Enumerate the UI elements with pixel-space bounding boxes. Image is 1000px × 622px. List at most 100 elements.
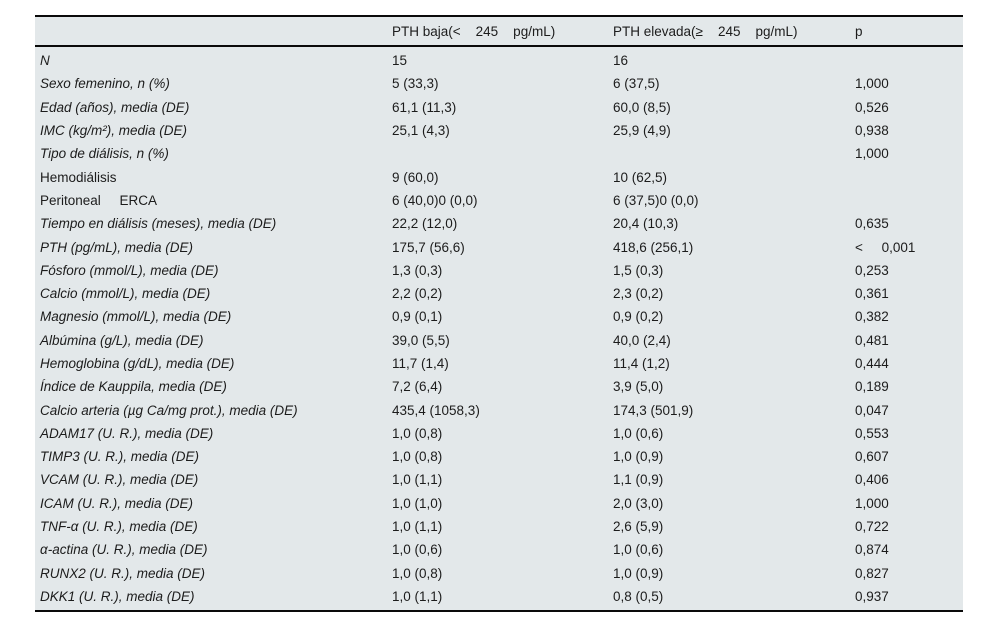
value-pth-elevada: 40,0 (2,4) (613, 332, 671, 348)
value-pth-elevada: 2,3 (0,2) (613, 286, 664, 302)
value-pth-elevada: 6 (37,5)0 (0,0) (613, 192, 699, 208)
table-row: TIMP3 (U. R.), media (DE) 1,0 (0,8) 1,0 (0… (35, 445, 963, 468)
value-pth-elevada: 25,9 (4,9) (613, 123, 671, 139)
table-row: Índice de Kauppila, media (DE) 7,2 (6,4) 3… (35, 375, 963, 398)
value-pth-baja: 61,1 (11,3) (392, 99, 457, 115)
value-pth-baja: 6 (40,0)0 (0,0) (392, 192, 478, 208)
row-label: ADAM17 (U. R.), media (DE) (40, 425, 214, 441)
row-label: Albúmina (g/L), media (DE) (40, 332, 204, 348)
value-p: 0,874 (855, 542, 889, 558)
table-row: VCAM (U. R.), media (DE) 1,0 (1,1) 1,1 (0,… (35, 468, 963, 491)
table-row: Peritoneal ERCA 6 (40,0)0 (0,0) 6 (37,5)0 … (35, 189, 963, 212)
table-row: ADAM17 (U. R.), media (DE) 1,0 (0,8) 1,0 (… (35, 422, 963, 445)
row-label: IMC (kg/m²), media (DE) (40, 123, 188, 139)
value-p: 0,189 (855, 379, 889, 395)
table-row: IMC (kg/m²), media (DE) 25,1 (4,3) 25,9 (4… (35, 119, 963, 142)
value-p: 0,827 (855, 565, 889, 581)
header-pth-elevada: PTH elevada(≥ 245 pg/mL) (613, 23, 798, 39)
value-pth-baja: 7,2 (6,4) (392, 379, 443, 395)
value-p: 0,047 (855, 402, 889, 418)
table-row: Albúmina (g/L), media (DE) 39,0 (5,5) 40,0… (35, 329, 963, 352)
value-p: 0,253 (855, 262, 889, 278)
table-row: PTH (pg/mL), media (DE) 175,7 (56,6) 418,6… (35, 235, 963, 258)
value-pth-elevada: 0,9 (0,2) (613, 309, 664, 325)
table-row: α-actina (U. R.), media (DE) 1,0 (0,6) 1,0… (35, 538, 963, 561)
row-label: Calcio arteria (µg Ca/mg prot.), media (… (40, 402, 298, 418)
value-p: 0,361 (855, 286, 889, 302)
value-pth-baja: 39,0 (5,5) (392, 332, 450, 348)
value-pth-baja: 1,3 (0,3) (392, 262, 443, 278)
value-pth-elevada: 418,6 (256,1) (613, 239, 694, 255)
row-label: Peritoneal ERCA (40, 192, 158, 208)
value-pth-baja: 1,0 (1,1) (392, 472, 443, 488)
row-label: DKK1 (U. R.), media (DE) (40, 588, 195, 604)
table-row: Hemodiálisis 9 (60,0) 10 (62,5) (35, 165, 963, 188)
value-pth-baja: 5 (33,3) (392, 76, 439, 92)
value-pth-baja: 25,1 (4,3) (392, 123, 450, 139)
value-pth-elevada: 1,0 (0,9) (613, 449, 664, 465)
table-row: Tipo de diálisis, n (%) 1,000 (35, 142, 963, 165)
value-pth-baja: 2,2 (0,2) (392, 286, 443, 302)
value-pth-elevada: 16 (613, 53, 629, 69)
value-pth-elevada: 1,5 (0,3) (613, 262, 664, 278)
value-pth-baja: 11,7 (1,4) (392, 356, 449, 371)
row-label: Magnesio (mmol/L), media (DE) (40, 309, 232, 325)
table-row: Sexo femenino, n (%) 5 (33,3) 6 (37,5) 1,00… (35, 72, 963, 95)
value-p: 0,481 (855, 332, 889, 348)
table-row: N 15 16 (35, 49, 963, 72)
row-label: TNF-α (U. R.), media (DE) (40, 519, 198, 535)
row-label: Índice de Kauppila, media (DE) (40, 379, 227, 395)
row-label: ICAM (U. R.), media (DE) (40, 495, 194, 511)
value-pth-baja: 1,0 (0,8) (392, 449, 443, 465)
value-p: 0,444 (855, 356, 889, 371)
value-pth-elevada: 20,4 (10,3) (613, 216, 679, 232)
value-p: 0,722 (855, 519, 889, 535)
value-pth-baja: 0,9 (0,1) (392, 309, 443, 325)
value-pth-baja: 175,7 (56,6) (392, 239, 465, 255)
row-label: Hemoglobina (g/dL), media (DE) (40, 356, 235, 371)
header-pth-baja: PTH baja(< 245 pg/mL) (392, 23, 556, 39)
row-label: Tipo de diálisis, n (%) (40, 146, 169, 162)
table-row: Magnesio (mmol/L), media (DE) 0,9 (0,1) 0,… (35, 305, 963, 328)
value-p: 0,382 (855, 309, 889, 325)
table-row: Hemoglobina (g/dL), media (DE) 11,7 (1,4)… (35, 352, 963, 375)
value-pth-baja: 1,0 (1,0) (392, 495, 443, 511)
table-row: Tiempo en diálisis (meses), media (DE) 22… (35, 212, 963, 235)
table-row: Edad (años), media (DE) 61,1 (11,3) 60,0 (… (35, 96, 963, 119)
value-pth-baja: 1,0 (1,1) (392, 588, 443, 604)
row-label: Tiempo en diálisis (meses), media (DE) (40, 216, 277, 232)
table-row: TNF-α (U. R.), media (DE) 1,0 (1,1) 2,6 (5… (35, 515, 963, 538)
value-pth-elevada: 2,0 (3,0) (613, 495, 664, 511)
comparison-table: PTH baja(< 245 pg/mL) PTH elevada(≥ 245 … (35, 15, 963, 613)
row-label: VCAM (U. R.), media (DE) (40, 472, 199, 488)
value-pth-elevada: 6 (37,5) (613, 76, 660, 92)
value-p: 0,937 (855, 588, 889, 604)
value-p: 0,406 (855, 472, 889, 488)
row-label: TIMP3 (U. R.), media (DE) (40, 449, 200, 465)
value-pth-elevada: 1,0 (0,9) (613, 565, 664, 581)
value-pth-elevada: 11,4 (1,2) (613, 356, 670, 371)
value-pth-baja: 1,0 (1,1) (392, 519, 443, 535)
row-label: Calcio (mmol/L), media (DE) (40, 286, 211, 302)
table-row: Calcio (mmol/L), media (DE) 2,2 (0,2) 2,3 … (35, 282, 963, 305)
value-p: 0,607 (855, 449, 889, 465)
value-p: 0,635 (855, 216, 889, 232)
value-pth-baja: 15 (392, 53, 408, 69)
row-label: Hemodiálisis (40, 169, 117, 185)
value-pth-elevada: 174,3 (501,9) (613, 402, 694, 418)
table-body: N 15 16 Sexo femenino, n (%) 5 (33,3) 6 (37,5… (35, 47, 963, 610)
value-pth-elevada: 1,0 (0,6) (613, 425, 664, 441)
header-p-value: p (855, 23, 863, 39)
value-p: 1,000 (855, 76, 889, 92)
value-pth-elevada: 0,8 (0,5) (613, 588, 664, 604)
value-pth-elevada: 1,0 (0,6) (613, 542, 664, 558)
table-header-row: PTH baja(< 245 pg/mL) PTH elevada(≥ 245 … (35, 17, 963, 47)
value-pth-baja: 1,0 (0,8) (392, 425, 443, 441)
table-row: Fósforo (mmol/L), media (DE) 1,3 (0,3) 1,5… (35, 259, 963, 282)
row-label: Edad (años), media (DE) (40, 99, 190, 115)
value-p: 1,000 (855, 146, 889, 162)
value-p: 0,526 (855, 99, 889, 115)
value-p: 0,938 (855, 123, 889, 139)
value-pth-baja: 9 (60,0) (392, 169, 439, 185)
